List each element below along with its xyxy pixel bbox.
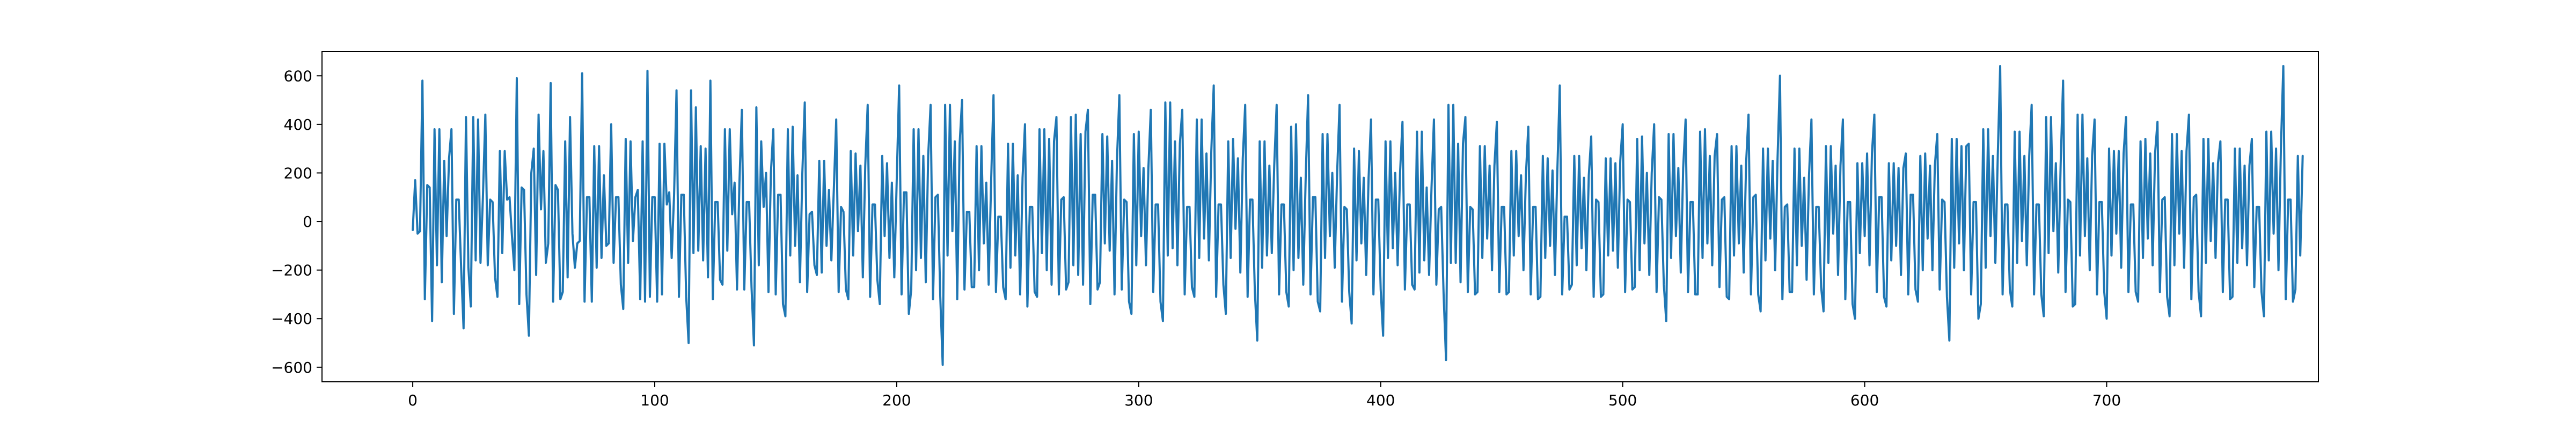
y-tick-label: 0 [303, 213, 312, 231]
x-axis-ticks: 0 100 200 300 400 500 600 700 [408, 382, 2121, 409]
y-tick-label: −600 [271, 359, 312, 376]
plot-frame [321, 51, 2319, 382]
y-axis-ticks: −600 −400 −200 0 200 400 600 [271, 67, 322, 376]
x-tick-label: 200 [882, 391, 911, 409]
x-tick-label: 0 [408, 391, 418, 409]
y-tick-label: 400 [284, 116, 312, 134]
y-tick-label: −400 [271, 310, 312, 328]
x-tick-label: 100 [640, 391, 669, 409]
y-tick-label: −200 [271, 262, 312, 279]
x-tick-label: 500 [1608, 391, 1637, 409]
x-tick-label: 600 [1850, 391, 1879, 409]
series-line [412, 65, 2304, 366]
y-tick-label: 600 [284, 67, 312, 85]
x-tick-label: 700 [2092, 391, 2121, 409]
y-tick-label: 200 [284, 164, 312, 182]
x-tick-label: 300 [1124, 391, 1153, 409]
x-tick-label: 400 [1366, 391, 1395, 409]
